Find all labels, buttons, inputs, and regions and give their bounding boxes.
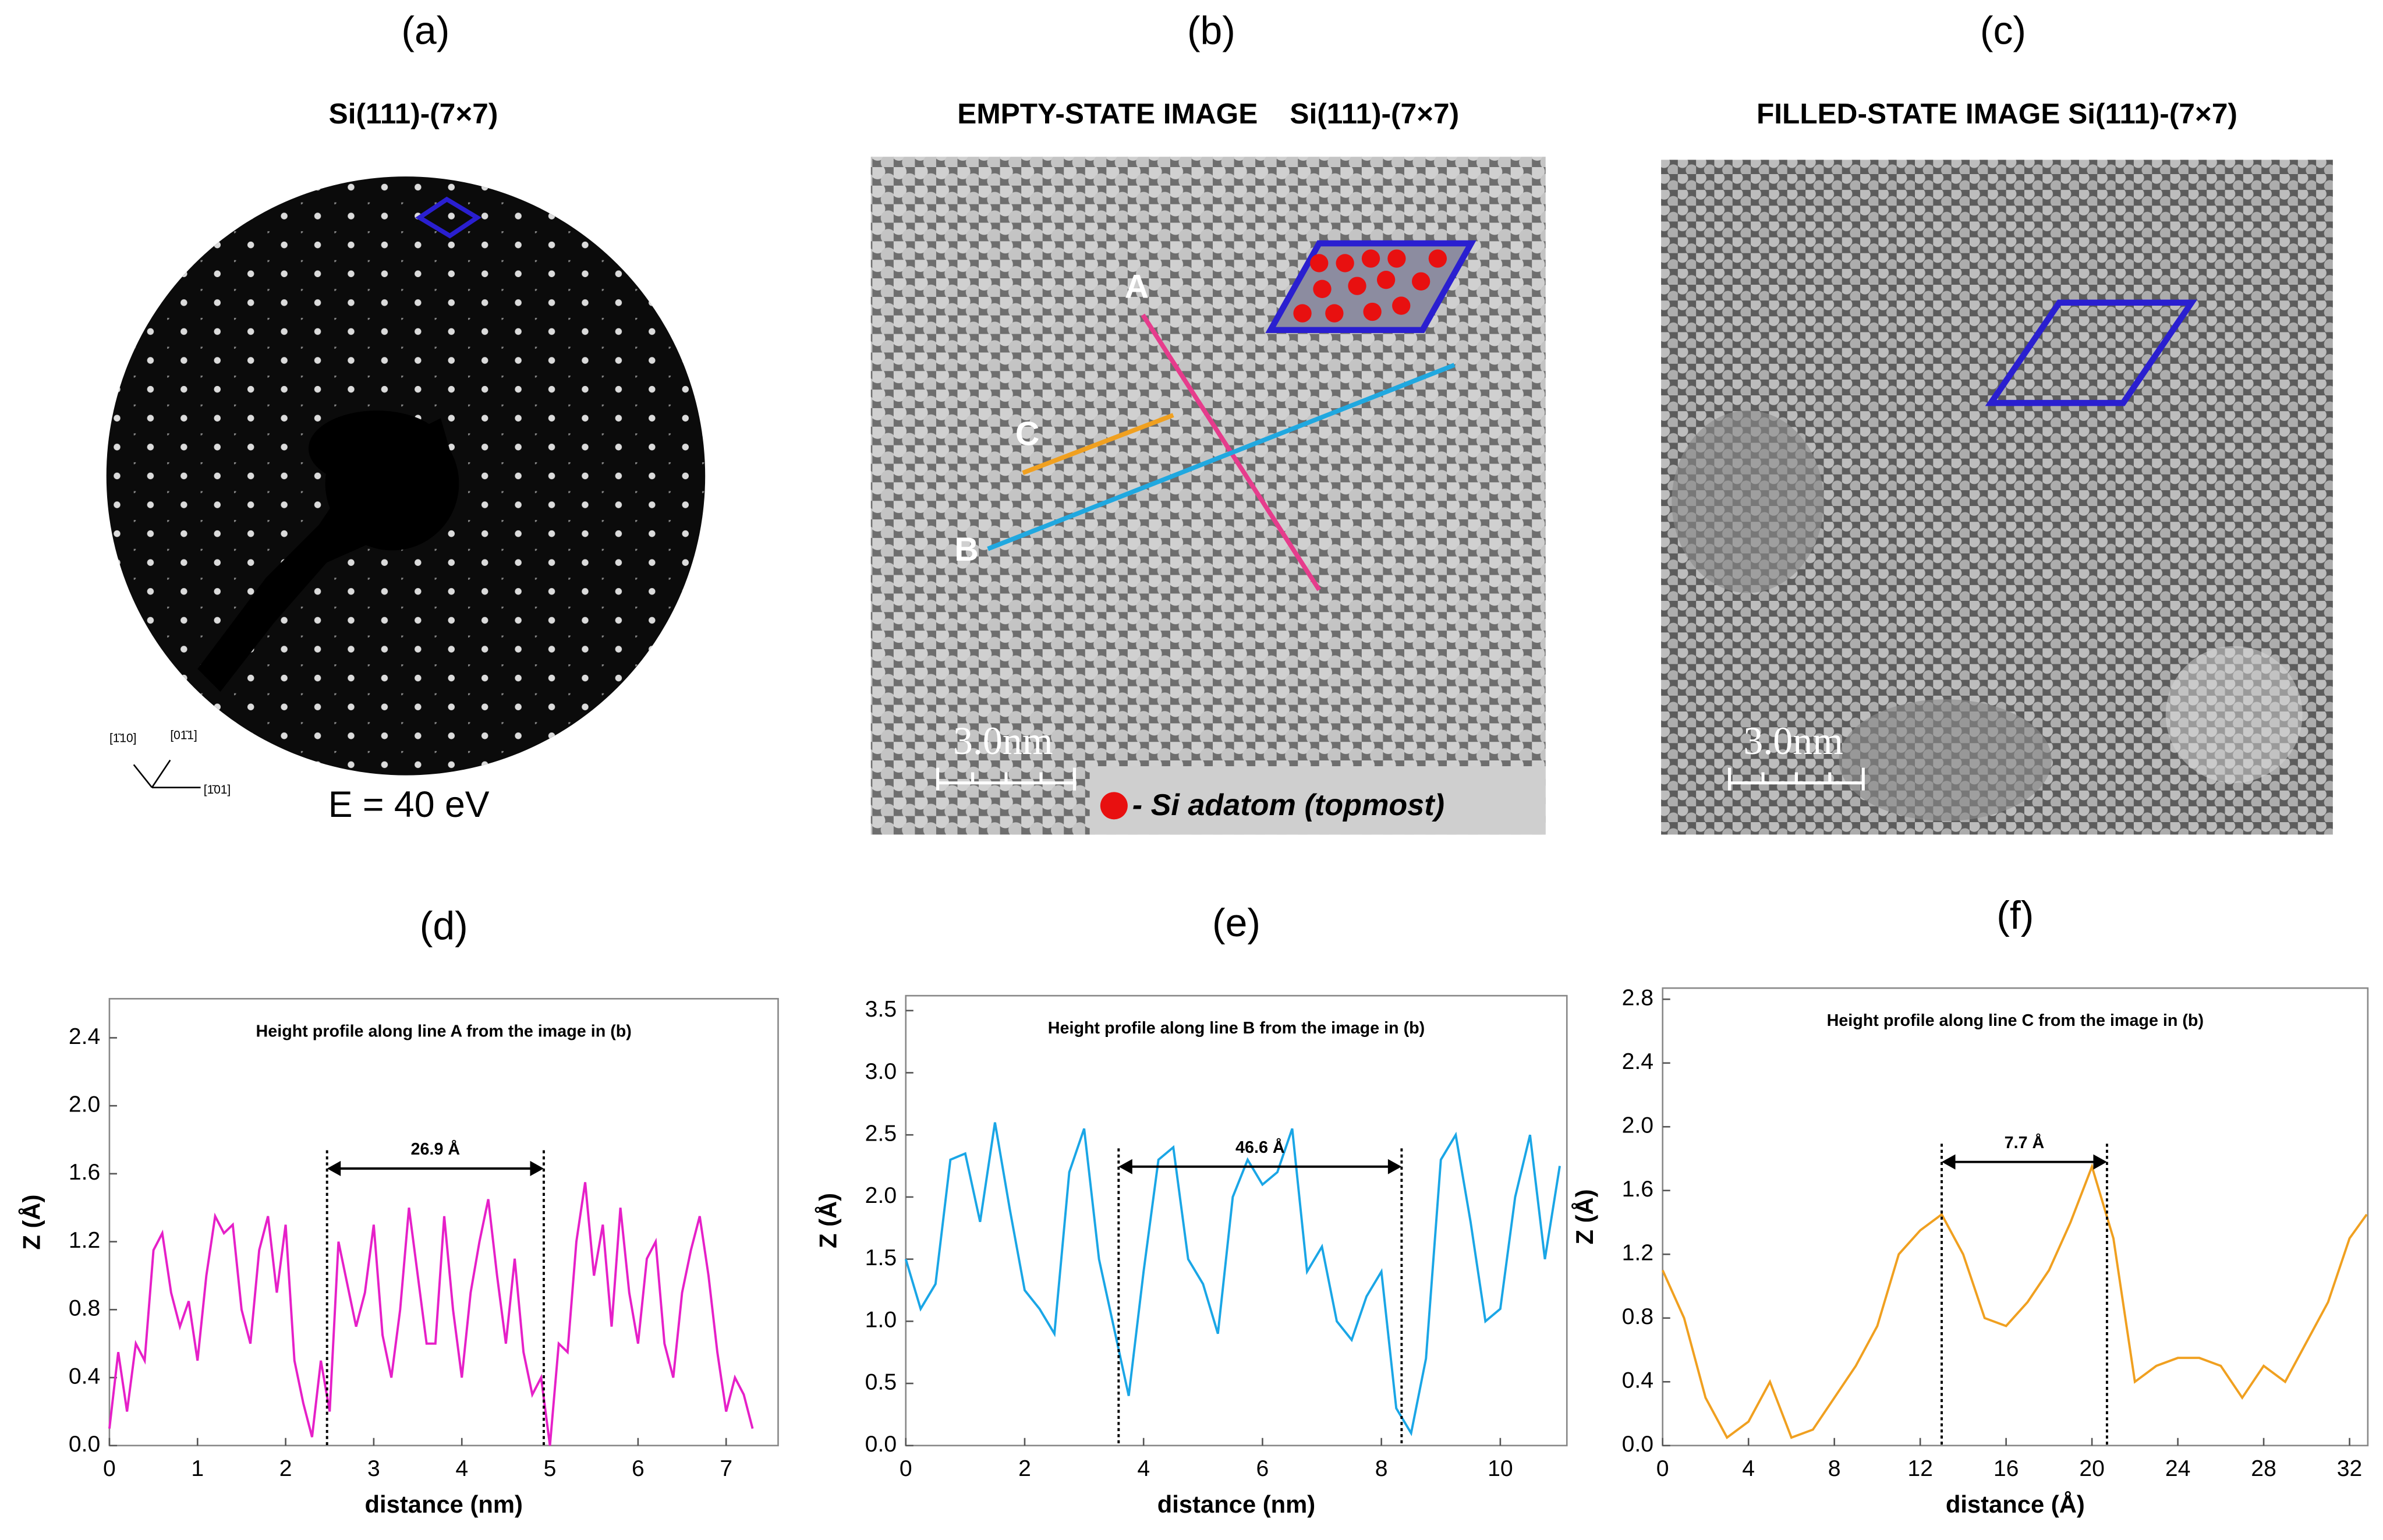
x-tick-label: 3	[367, 1456, 380, 1481]
panel-label: (a)	[401, 9, 449, 53]
plot-frame	[1662, 987, 2369, 1447]
y-axis-label: Z (Å)	[1571, 1189, 1598, 1244]
distance-label: 26.9 Å	[411, 1139, 461, 1159]
scale-bar-label: 3.0nm	[1743, 719, 1843, 763]
plot-frame	[108, 998, 779, 1447]
y-tick-label: 0.0	[69, 1432, 100, 1457]
stm-image	[870, 157, 1546, 835]
x-tick-label: 24	[2165, 1456, 2191, 1481]
x-tick-label: 20	[2079, 1456, 2105, 1481]
x-tick-label: 8	[1375, 1456, 1388, 1481]
y-tick-label: 0.0	[1622, 1432, 1653, 1457]
y-tick-label: 0.0	[865, 1432, 897, 1457]
x-tick-label: 4	[1137, 1456, 1150, 1481]
y-tick-label: 2.8	[1622, 986, 1653, 1011]
panel-label: (c)	[1980, 9, 2026, 53]
data-line	[904, 1122, 1561, 1436]
x-tick-label: 1	[191, 1456, 204, 1481]
direction-axes	[133, 759, 201, 788]
chart-title: Height profile along line C from the ima…	[1827, 1011, 2204, 1030]
x-tick-label: 0	[1656, 1456, 1669, 1481]
y-tick-label: 1.6	[1622, 1177, 1653, 1202]
direction-label: [1̄01]	[204, 783, 231, 796]
chart-title: Height profile along line A from the ima…	[256, 1022, 632, 1040]
y-tick-label: 3.0	[865, 1059, 897, 1084]
y-tick-label: 2.4	[1622, 1049, 1653, 1074]
data-line	[1661, 1163, 2368, 1440]
direction-label: [1̄10]	[109, 732, 136, 745]
y-tick-label: 0.5	[865, 1369, 897, 1394]
chart-title: Height profile along line B from the ima…	[1048, 1019, 1425, 1038]
scale-bar-label: 3.0nm	[953, 719, 1053, 763]
distance-label: 7.7 Å	[2005, 1133, 2045, 1152]
legend-label: - Si adatom (topmost)	[1132, 788, 1444, 822]
y-axis-label: Z (Å)	[17, 1195, 45, 1250]
panel-title: EMPTY-STATE IMAGE Si(111)-(7×7)	[957, 97, 1459, 130]
x-tick-label: 2	[1018, 1456, 1031, 1481]
y-tick-label: 2.0	[1622, 1113, 1653, 1138]
y-tick-label: 0.4	[1622, 1368, 1653, 1393]
x-tick-label: 7	[720, 1456, 732, 1481]
line-label: B	[954, 531, 978, 568]
distance-label: 46.6 Å	[1235, 1138, 1285, 1157]
stm-image	[1661, 160, 2333, 835]
panel-label: (d)	[420, 904, 468, 948]
y-tick-label: 1.2	[1622, 1241, 1653, 1266]
x-axis-label: distance (nm)	[365, 1491, 523, 1518]
y-tick-label: 3.5	[865, 997, 897, 1022]
plot-frame	[905, 994, 1568, 1447]
y-tick-label: 2.0	[69, 1092, 100, 1117]
y-tick-label: 1.2	[69, 1228, 100, 1253]
panel-label: (e)	[1212, 901, 1260, 945]
x-tick-label: 4	[1742, 1456, 1755, 1481]
y-tick-label: 1.6	[69, 1160, 100, 1185]
y-tick-label: 1.5	[865, 1245, 897, 1270]
x-tick-label: 12	[1907, 1456, 1933, 1481]
x-tick-label: 8	[1828, 1456, 1841, 1481]
panel-label: (f)	[1996, 894, 2034, 937]
y-tick-label: 2.5	[865, 1121, 897, 1146]
y-tick-label: 1.0	[865, 1308, 897, 1333]
x-tick-label: 2	[279, 1456, 292, 1481]
x-axis-label: distance (nm)	[1157, 1491, 1315, 1518]
y-tick-label: 0.8	[69, 1296, 100, 1321]
y-tick-label: 2.0	[865, 1183, 897, 1208]
y-axis-label: Z (Å)	[814, 1193, 841, 1248]
leed-pattern	[106, 176, 706, 776]
x-tick-label: 16	[1993, 1456, 2019, 1481]
line-label: A	[1125, 268, 1149, 306]
panel-title: FILLED-STATE IMAGE Si(111)-(7×7)	[1757, 97, 2237, 130]
panel-title: Si(111)-(7×7)	[329, 97, 498, 130]
caption: E = 40 eV	[328, 784, 490, 825]
x-tick-label: 6	[632, 1456, 645, 1481]
x-tick-label: 0	[103, 1456, 116, 1481]
y-tick-label: 0.8	[1622, 1304, 1653, 1329]
y-tick-label: 0.4	[69, 1364, 100, 1389]
x-tick-label: 10	[1488, 1456, 1513, 1481]
x-tick-label: 5	[544, 1456, 557, 1481]
x-tick-label: 32	[2337, 1456, 2363, 1481]
panel-label: (b)	[1187, 9, 1235, 53]
x-axis-label: distance (Å)	[1946, 1491, 2085, 1518]
data-line	[108, 1182, 754, 1446]
line-label: C	[1015, 416, 1039, 453]
x-tick-label: 6	[1256, 1456, 1269, 1481]
x-tick-label: 4	[455, 1456, 468, 1481]
y-tick-label: 2.4	[69, 1024, 100, 1049]
x-tick-label: 0	[900, 1456, 912, 1481]
direction-label: [01̄1]	[170, 728, 197, 742]
x-tick-label: 28	[2251, 1456, 2276, 1481]
